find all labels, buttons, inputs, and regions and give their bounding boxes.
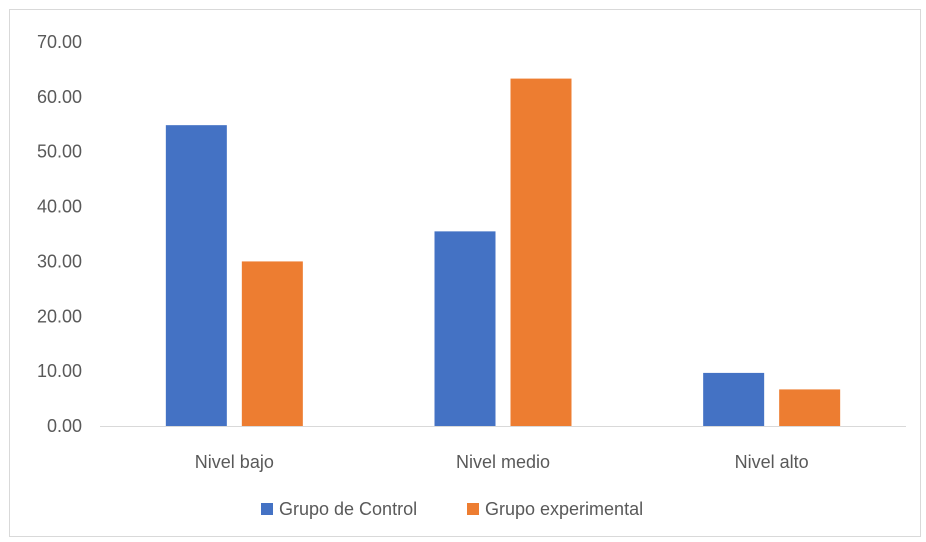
bar-grupo-experimental-nivel-bajo (241, 261, 303, 426)
y-tick-label: 60.00 (37, 87, 82, 107)
legend-label: Grupo de Control (279, 499, 417, 519)
bar-grupo-de-control-nivel-alto (703, 372, 765, 426)
bar-grupo-experimental-nivel-alto (779, 389, 841, 426)
x-category-label: Nivel bajo (195, 452, 274, 472)
y-tick-label: 0.00 (47, 416, 82, 436)
y-tick-label: 10.00 (37, 361, 82, 381)
y-tick-label: 70.00 (37, 32, 82, 52)
x-category-label: Nivel alto (735, 452, 809, 472)
bars (165, 78, 841, 427)
legend: Grupo de Control Grupo experimental (261, 499, 643, 519)
legend-label: Grupo experimental (485, 499, 643, 519)
legend-swatch (261, 503, 273, 515)
x-category-label: Nivel medio (456, 452, 550, 472)
bar-grupo-de-control-nivel-bajo (165, 125, 227, 427)
y-tick-label: 40.00 (37, 197, 82, 217)
bar-grupo-de-control-nivel-medio (434, 231, 496, 426)
y-axis-ticks: 0.00 10.00 20.00 30.00 40.00 50.00 60.00 70.00 (37, 32, 82, 436)
category-labels: Nivel bajo Nivel medio Nivel alto (195, 452, 809, 472)
legend-swatch (467, 503, 479, 515)
y-tick-label: 30.00 (37, 251, 82, 271)
y-tick-label: 20.00 (37, 306, 82, 326)
bar-grupo-experimental-nivel-medio (510, 78, 572, 426)
y-tick-label: 50.00 (37, 142, 82, 162)
